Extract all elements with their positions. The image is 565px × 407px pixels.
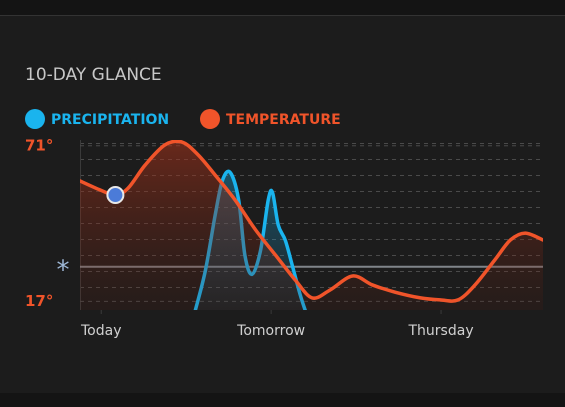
series-line [80, 140, 543, 303]
x-tick-label: Thursday [408, 323, 474, 339]
y-tick-label: 17° [25, 292, 53, 310]
snow-icon: * [57, 255, 70, 285]
current-marker [106, 186, 125, 205]
plot: 71° 17° Today Tomorrow Thursday * PRECIPITATIO… [25, 109, 543, 339]
legend-swatch [25, 109, 45, 129]
top-bar [0, 0, 565, 15]
bottom-bar [0, 393, 565, 407]
legend-label: PRECIPITATION [51, 112, 169, 128]
widget-title: 10-DAY GLANCE [25, 65, 162, 85]
series-area [80, 141, 543, 310]
x-tick-label: Today [80, 323, 122, 339]
y-tick-label: 71° [25, 136, 53, 154]
legend-swatch [200, 109, 220, 129]
x-tick-label: Tomorrow [236, 323, 305, 339]
legend-label: TEMPERATURE [226, 112, 341, 128]
